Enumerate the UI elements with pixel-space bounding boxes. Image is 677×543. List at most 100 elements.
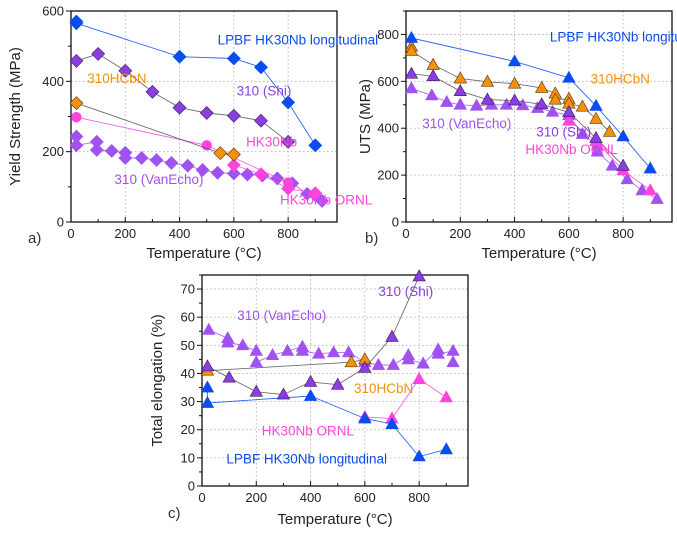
series-line [233,164,316,194]
data-point [358,411,372,424]
data-point [331,377,345,390]
data-point [303,374,318,387]
y-tick-label: 800 [377,27,399,42]
y-tick-label: 200 [42,144,64,159]
series-lpbf-hk30nb-longitudinal [404,30,657,174]
data-point [507,54,522,67]
data-point [602,124,617,137]
y-tick-label: 20 [181,422,195,437]
data-point [249,384,263,397]
annotation-label: 310HCbN [591,72,650,87]
data-point [149,153,164,168]
data-point [401,352,415,365]
x-tick-label: 0 [402,226,409,241]
x-tick-label: 800 [612,226,634,241]
data-point [308,186,323,201]
data-point [426,69,440,82]
data-point [199,106,214,120]
data-point [69,54,84,68]
y-tick-label: 400 [377,121,399,136]
data-point [172,49,187,64]
data-point [535,80,549,93]
data-point [69,16,84,31]
data-point [281,95,296,110]
data-point [200,380,215,393]
data-point [385,416,399,429]
data-point [180,158,195,173]
data-point [425,88,439,101]
data-point [282,177,294,188]
series-lpbf-hk30nb-longitudinal [200,380,453,462]
x-axis-title: Temperature (°C) [277,511,392,528]
data-point [416,356,430,369]
data-point [91,46,106,61]
y-tick-label: 600 [42,4,64,19]
data-point [254,113,268,128]
data-point [210,165,225,180]
data-point [507,93,522,106]
annotation-label: 310 (Shi) [536,124,591,139]
data-point [222,370,236,383]
data-point [412,269,426,282]
data-point [89,142,104,157]
data-point [281,134,296,149]
x-tick-label: 600 [558,226,580,241]
data-point [562,113,576,126]
data-point [404,43,419,56]
x-tick-label: 0 [198,490,205,505]
data-point [226,108,241,123]
x-tick-label: 200 [114,226,136,241]
data-point [69,96,84,111]
annotation-label: 310 (VanEcho) [114,172,203,187]
panel-label: a) [28,230,41,247]
data-point [480,92,495,105]
series-line [364,378,447,419]
y-tick-label: 400 [42,74,64,89]
data-point [344,355,358,368]
panel-label: b) [365,230,378,247]
x-tick-label: 800 [408,490,430,505]
panel-label: c) [168,505,181,522]
data-point [404,30,419,43]
data-point [535,97,549,110]
chart-panel-2: 0 200 400 600 800 0 200 400 600 800 Temperature (°… [357,10,677,262]
data-point [589,130,603,143]
data-point [295,343,310,356]
data-point [358,360,372,373]
x-axis-title: Temperature (°C) [481,245,596,262]
y-tick-label: 50 [181,338,195,353]
series-hk30nb-ornl [358,371,453,424]
data-point [226,158,241,172]
data-point [404,81,419,94]
data-point [605,158,619,171]
data-point [620,172,634,185]
data-point [616,129,630,142]
data-point [453,84,467,97]
data-point [562,105,576,118]
data-point [589,111,603,124]
x-tick-label: 0 [67,226,74,241]
x-tick-label: 600 [223,226,245,241]
x-tick-label: 200 [449,226,471,241]
data-point [545,104,560,117]
data-point [200,395,215,408]
plot-frame [405,10,673,223]
data-point [650,191,664,204]
data-point [575,99,590,112]
y-tick-label: 600 [377,74,399,89]
data-point [226,166,241,181]
data-point [446,343,460,356]
data-point [507,76,522,89]
data-point [134,151,149,165]
data-point [276,387,291,400]
annotation-label: LPBF HK30Nb longitudinal [218,32,379,47]
data-point [371,357,386,370]
y-tick-label: 0 [392,215,399,230]
data-point [213,146,228,160]
y-tick-label: 10 [181,450,195,465]
y-tick-label: 40 [181,366,195,381]
data-point [303,388,318,401]
annotation-label: 310HCbN [87,71,146,86]
annotation-label: HK30Nb ORNL [280,192,373,207]
